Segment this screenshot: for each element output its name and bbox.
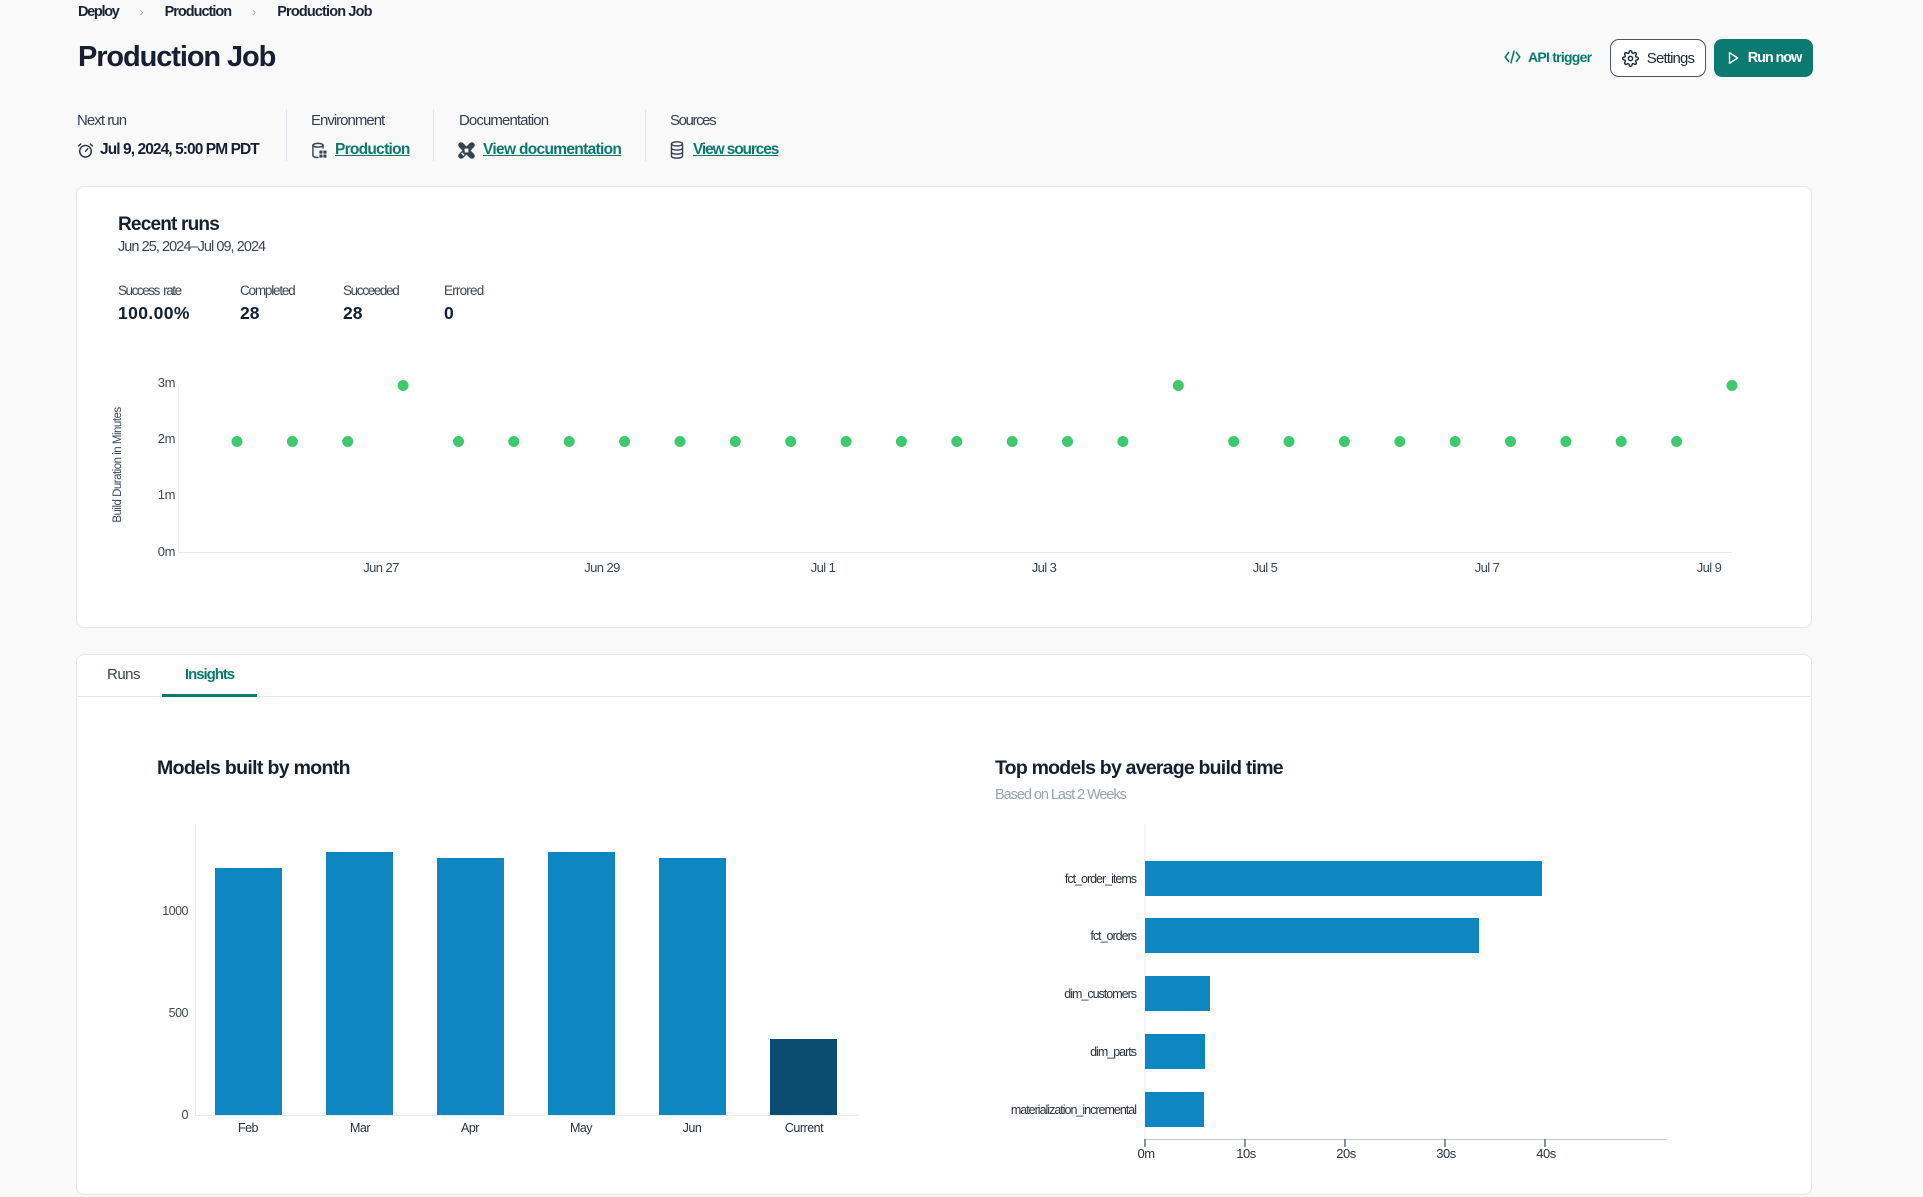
svg-text:500: 500 [169, 1006, 189, 1020]
svg-text:Jun 27: Jun 27 [363, 560, 399, 575]
svg-text:Jul 3: Jul 3 [1032, 560, 1057, 575]
svg-text:1000: 1000 [162, 904, 188, 918]
svg-text:2m: 2m [158, 431, 175, 446]
svg-text:Mar: Mar [350, 1121, 370, 1135]
svg-text:40s: 40s [1536, 1146, 1556, 1161]
svg-text:Jul 7: Jul 7 [1475, 560, 1500, 575]
svg-text:fct_orders: fct_orders [1090, 929, 1136, 943]
svg-text:May: May [570, 1121, 593, 1135]
svg-text:3m: 3m [158, 375, 175, 390]
svg-text:Feb: Feb [238, 1121, 259, 1135]
svg-text:10s: 10s [1236, 1146, 1256, 1161]
svg-text:Jun: Jun [683, 1121, 702, 1135]
svg-text:fct_order_items: fct_order_items [1065, 872, 1137, 886]
svg-text:Jul 5: Jul 5 [1253, 560, 1278, 575]
svg-text:Build Duration in Minutes: Build Duration in Minutes [112, 407, 124, 523]
svg-text:Jun 29: Jun 29 [584, 560, 620, 575]
svg-text:0m: 0m [158, 544, 175, 559]
svg-text:dim_parts: dim_parts [1090, 1045, 1137, 1059]
svg-text:0m: 0m [1137, 1146, 1154, 1161]
svg-text:1m: 1m [158, 487, 175, 502]
svg-text:20s: 20s [1336, 1146, 1356, 1161]
svg-text:Apr: Apr [461, 1121, 479, 1135]
svg-text:dim_customers: dim_customers [1064, 987, 1136, 1001]
svg-text:Jul 1: Jul 1 [811, 560, 836, 575]
svg-text:materialization_incremental: materialization_incremental [1011, 1103, 1136, 1117]
svg-text:Jul 9: Jul 9 [1697, 560, 1722, 575]
svg-text:0: 0 [182, 1108, 189, 1122]
svg-text:Current: Current [785, 1121, 824, 1135]
svg-text:30s: 30s [1436, 1146, 1456, 1161]
